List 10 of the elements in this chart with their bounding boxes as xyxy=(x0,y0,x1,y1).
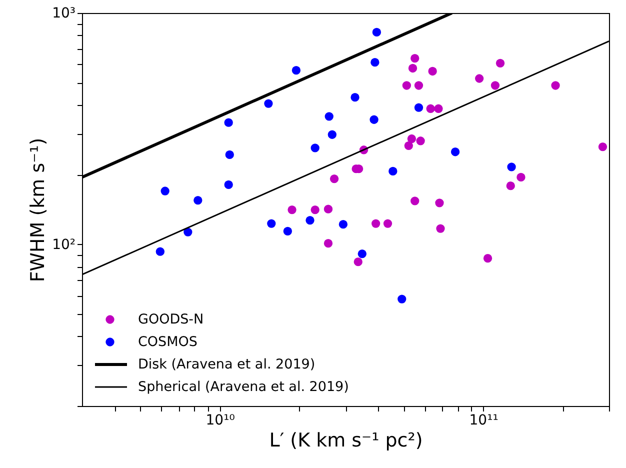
x-tick-label: 10¹⁰ xyxy=(206,412,236,428)
x-axis-title: L′ (K km s⁻¹ pc²) xyxy=(269,430,423,452)
legend-label: COSMOS xyxy=(138,334,198,350)
legend-label: Disk (Aravena et al. 2019) xyxy=(138,356,316,372)
y-axis-title: FWHM (km s⁻¹) xyxy=(27,138,50,282)
legend-label: GOODS-N xyxy=(138,312,204,328)
legend-label: Spherical (Aravena et al. 2019) xyxy=(138,379,349,395)
x-tick-label: 10¹¹ xyxy=(469,412,498,428)
y-tick-label: 10³ xyxy=(52,6,76,22)
y-tick-label: 10² xyxy=(52,236,76,253)
